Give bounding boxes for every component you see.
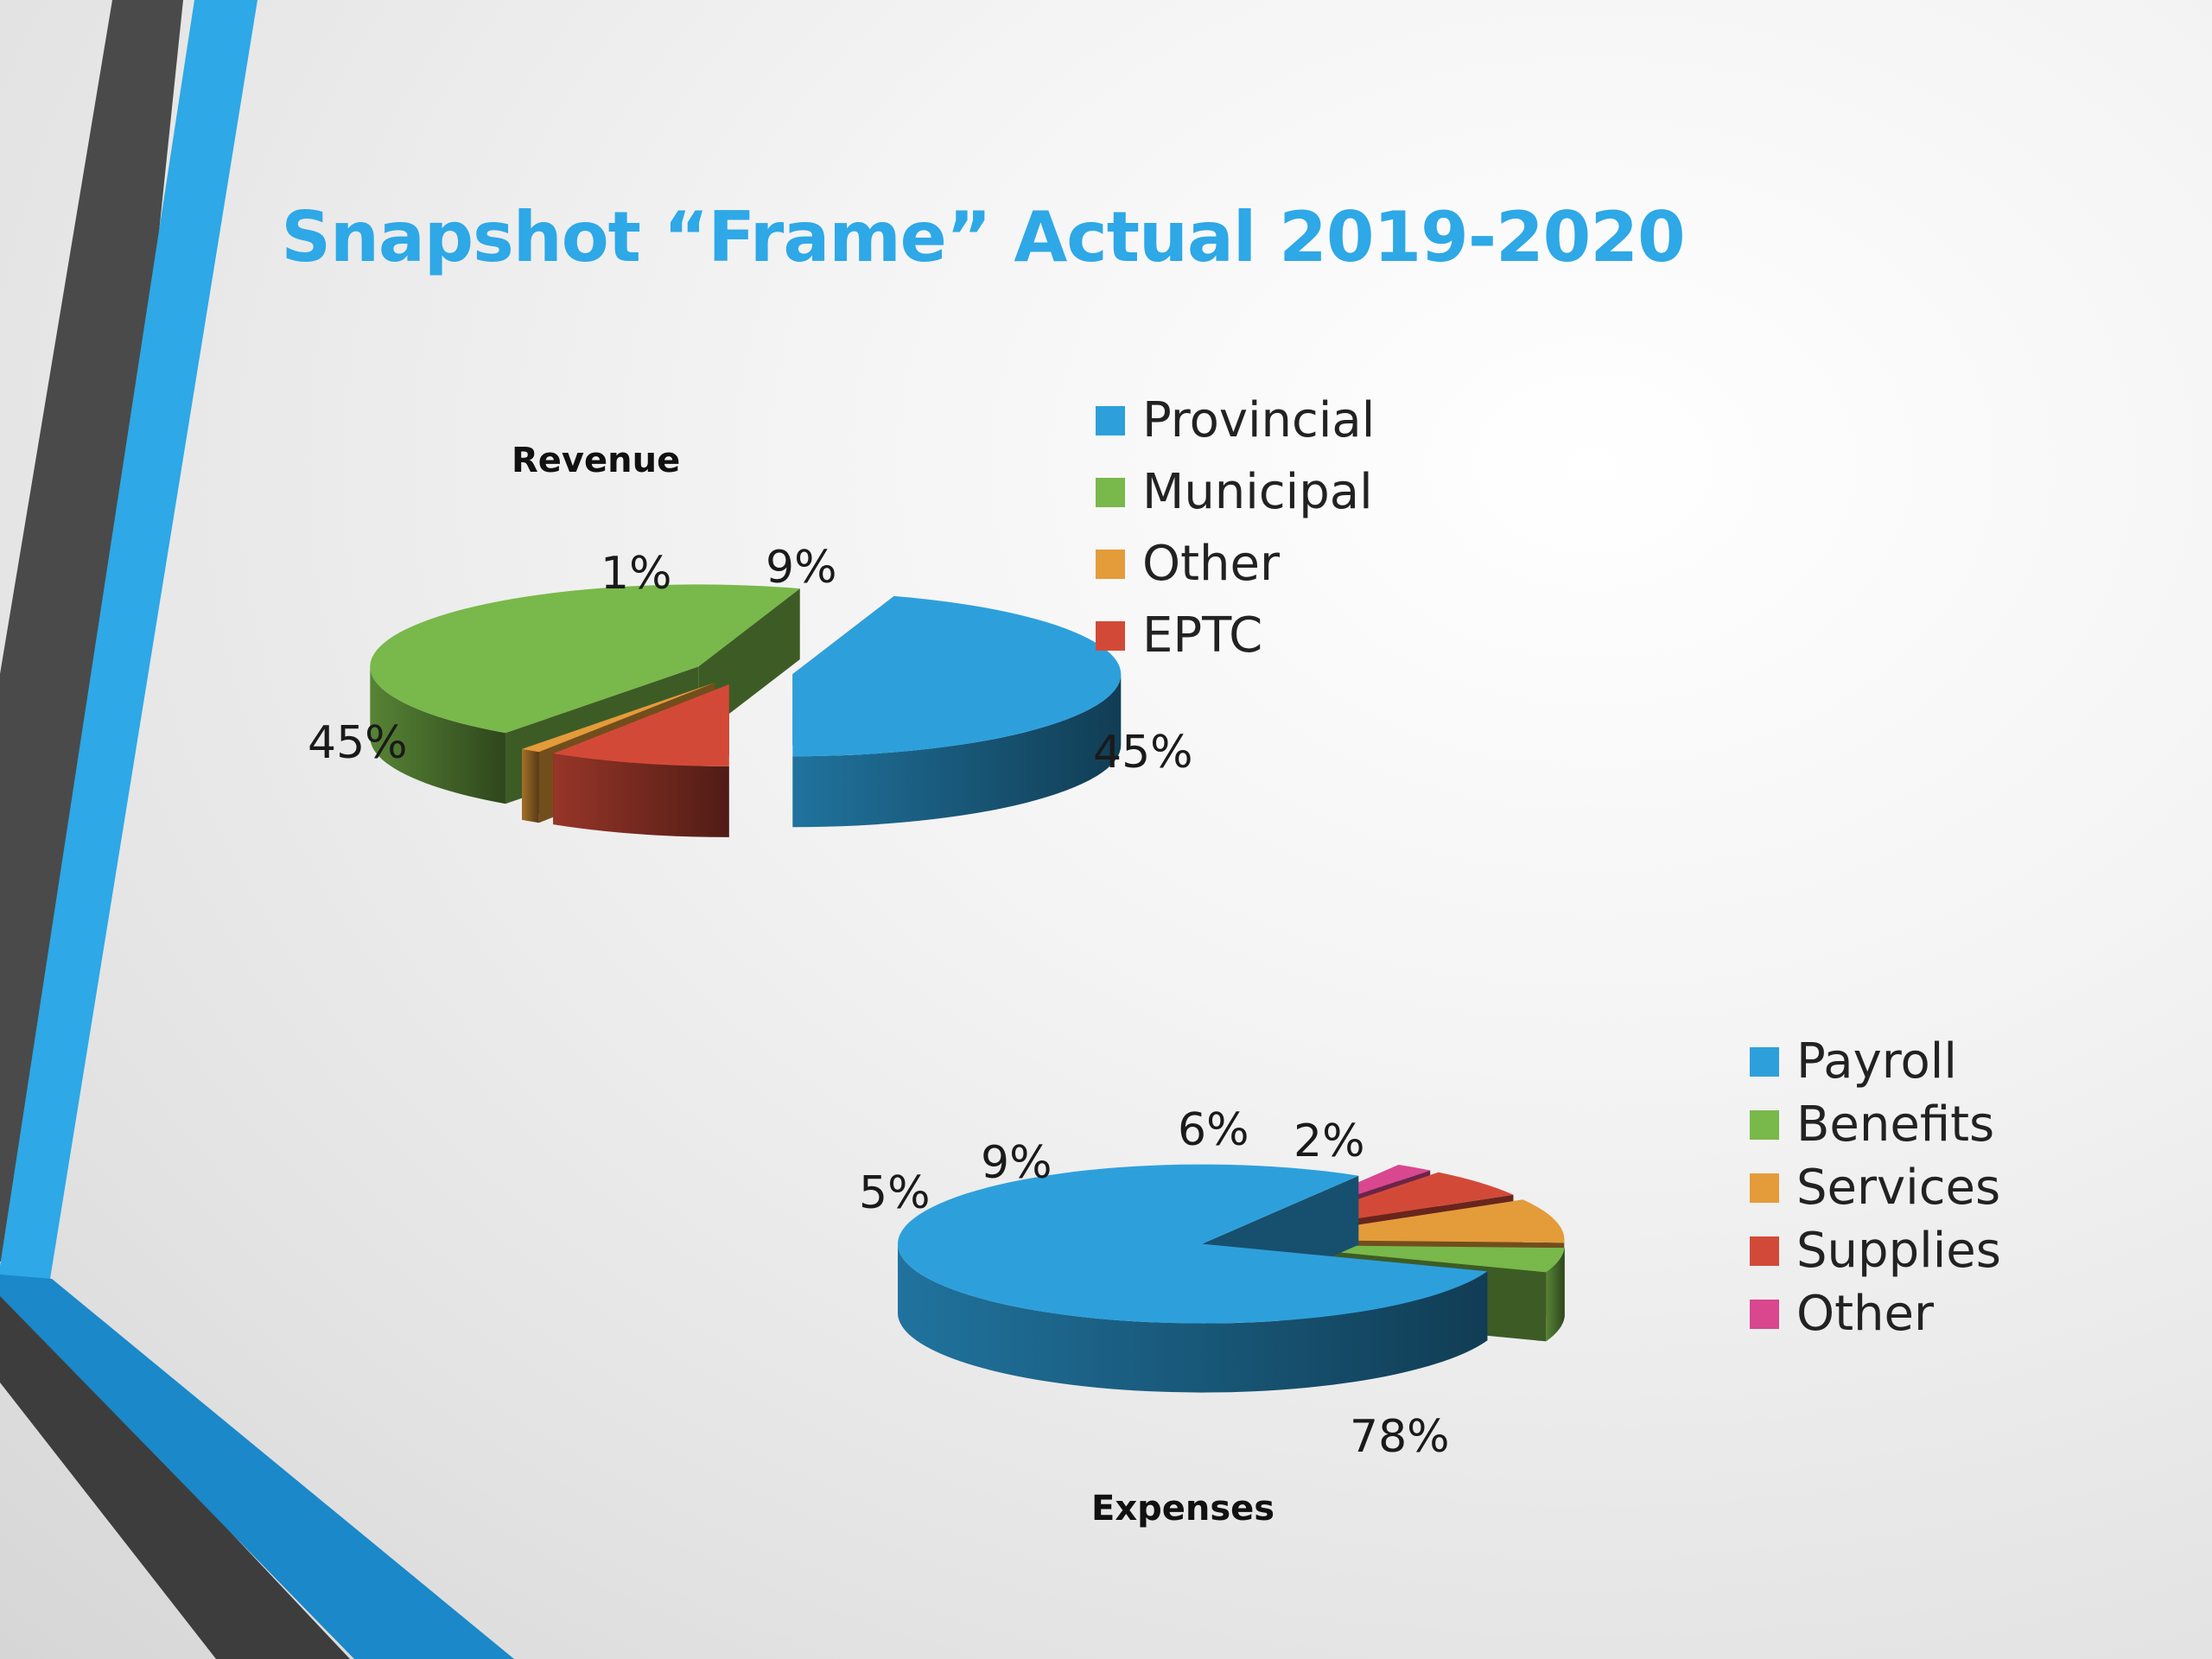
- legend-item-other: Other: [1096, 528, 1375, 600]
- legend-item-supplies: Supplies: [1750, 1219, 2001, 1282]
- data-label-other: 1%: [601, 548, 672, 600]
- data-label-payroll: 78%: [1350, 1411, 1450, 1463]
- pie-slice-eptc: [553, 683, 729, 837]
- pie-slice-provincial: [792, 595, 1122, 828]
- slide-title: Snapshot “Frame” Actual 2019-2020: [0, 197, 2212, 277]
- legend-swatch-supplies: [1750, 1236, 1779, 1266]
- blue-stripe-left: [0, 0, 257, 1279]
- legend-item-services: Services: [1750, 1156, 2001, 1219]
- expenses-legend: Payroll Benefits Services Supplies Other: [1750, 1030, 2001, 1345]
- legend-item-provincial: Provincial: [1096, 385, 1375, 456]
- dark-stripe-left: [0, 0, 183, 1262]
- legend-label: Other: [1796, 1286, 1935, 1342]
- blue-stripe-bottom: [0, 1274, 514, 1659]
- legend-item-benefits: Benefits: [1750, 1093, 2001, 1156]
- legend-label: Supplies: [1796, 1223, 2001, 1279]
- expenses-chart-title: Expenses: [1091, 1489, 1275, 1529]
- legend-swatch-services: [1750, 1173, 1779, 1203]
- legend-label: Other: [1142, 536, 1281, 592]
- legend-swatch-other-expense: [1750, 1299, 1779, 1329]
- data-label-eptc: 9%: [766, 542, 837, 594]
- legend-label: Services: [1796, 1160, 2001, 1216]
- data-label-municipal: 45%: [308, 717, 408, 769]
- legend-item-eptc: EPTC: [1096, 600, 1375, 671]
- legend-label: EPTC: [1142, 607, 1263, 664]
- data-label-benefits: 5%: [859, 1167, 931, 1219]
- pie-slice-payroll: [898, 1164, 1488, 1393]
- legend-label: Payroll: [1796, 1033, 1957, 1090]
- legend-swatch-benefits: [1750, 1109, 1779, 1140]
- legend-swatch-eptc: [1096, 620, 1125, 651]
- revenue-chart-title: Revenue: [512, 441, 681, 480]
- legend-swatch-provincial: [1096, 405, 1125, 435]
- legend-swatch-payroll: [1750, 1046, 1779, 1077]
- legend-swatch-other: [1096, 549, 1125, 579]
- legend-item-payroll: Payroll: [1750, 1030, 2001, 1093]
- data-label-services: 9%: [981, 1137, 1052, 1189]
- legend-swatch-municipal: [1096, 477, 1125, 507]
- legend-item-other-expense: Other: [1750, 1282, 2001, 1345]
- legend-label: Benefits: [1796, 1096, 1995, 1153]
- data-label-provincial: 45%: [1093, 727, 1193, 779]
- slide-title-text: Snapshot “Frame” Actual 2019-2020: [281, 197, 1685, 277]
- data-label-other: 2%: [1294, 1116, 1365, 1167]
- legend-label: Provincial: [1142, 392, 1376, 448]
- legend-item-municipal: Municipal: [1096, 456, 1375, 528]
- data-label-supplies: 6%: [1178, 1104, 1249, 1156]
- revenue-legend: Provincial Municipal Other EPTC: [1096, 385, 1375, 671]
- legend-label: Municipal: [1142, 464, 1373, 520]
